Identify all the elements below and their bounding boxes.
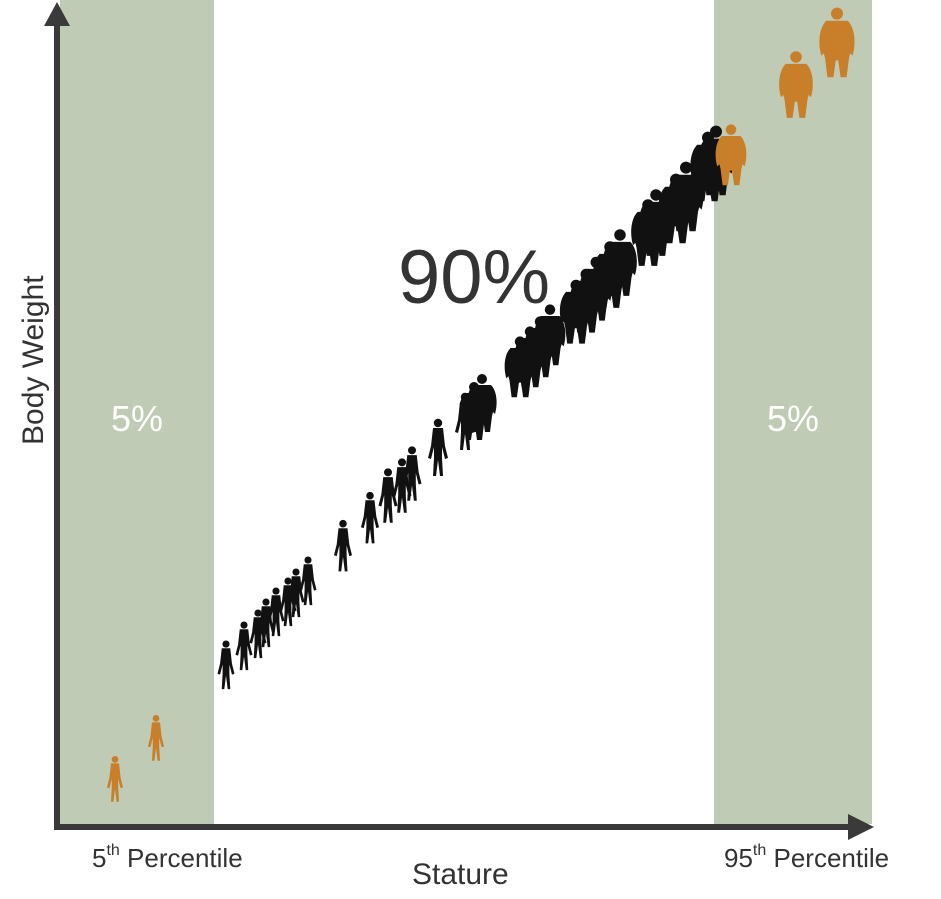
left-band-percent: 5% bbox=[110, 398, 164, 439]
right-percentile-word: Percentile bbox=[766, 843, 890, 873]
left-percentile-number: 5 bbox=[92, 843, 107, 873]
left-percentile-suffix: th bbox=[106, 842, 120, 859]
middle-population-figure bbox=[267, 587, 285, 637]
left-5-percent-band bbox=[60, 0, 214, 824]
y-axis-label: Body Weight bbox=[17, 275, 50, 445]
y-axis-arrow-icon bbox=[44, 2, 70, 26]
right-percentile-suffix: th bbox=[752, 842, 767, 859]
left-percentile-label: 5th Percentile bbox=[92, 842, 243, 874]
x-axis-label: Stature bbox=[412, 858, 509, 891]
middle-population-figure bbox=[428, 418, 448, 476]
middle-percent: 90% bbox=[398, 235, 551, 320]
right-band-percent: 5% bbox=[766, 398, 820, 439]
x-axis-arrow-icon bbox=[848, 814, 874, 840]
middle-population-figure bbox=[235, 621, 253, 671]
right-percentile-number: 95 bbox=[724, 843, 753, 873]
middle-population-figure bbox=[334, 519, 352, 572]
middle-population-figure bbox=[361, 491, 379, 544]
left-percentile-word: Percentile bbox=[119, 843, 243, 873]
right-percentile-label: 95th Percentile bbox=[724, 842, 889, 874]
middle-population-figure bbox=[217, 640, 235, 690]
